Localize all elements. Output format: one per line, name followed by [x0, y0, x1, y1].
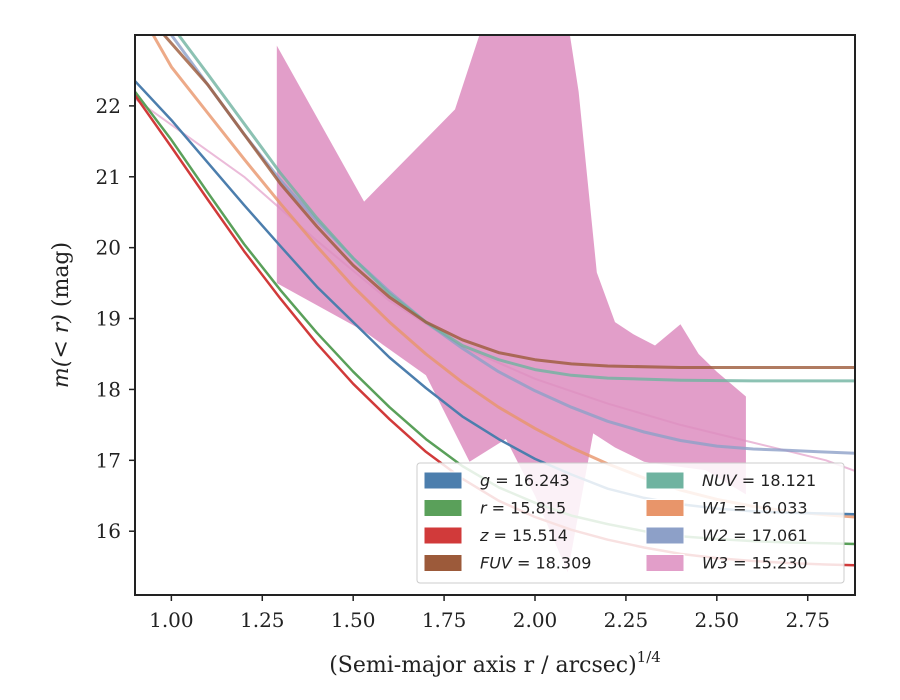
legend-label-w2: W2 = 17.061 [702, 526, 808, 545]
series-nuv-line [177, 35, 855, 383]
series-w2-line [169, 35, 855, 455]
legend-swatch-r [423, 499, 463, 517]
x-tick-label: 2.50 [695, 608, 740, 632]
y-axis-label: m(< r) (mag) [49, 242, 74, 388]
x-axis: 1.00 1.25 1.50 1.75 2.00 2.25 2.50 2.75 [149, 595, 830, 632]
y-tick-label: 17 [96, 448, 121, 472]
y-tick-label: 21 [96, 165, 121, 189]
x-tick-label: 1.75 [422, 608, 467, 632]
legend-swatch-fuv [423, 554, 463, 572]
y-tick-label: 16 [96, 519, 121, 543]
x-tick-label: 1.25 [240, 608, 285, 632]
legend-swatch-w3 [645, 554, 685, 572]
y-tick-label: 20 [96, 236, 121, 260]
legend-swatch-z [423, 526, 463, 545]
x-tick-label: 1.00 [149, 608, 194, 632]
y-tick-label: 19 [96, 307, 121, 331]
legend-label-r: r = 15.815 [480, 499, 566, 518]
legend-label-g: g = 16.243 [480, 471, 570, 490]
series-fuv-line [162, 35, 855, 369]
x-axis-label: (Semi-major axis r / arcsec)1/4 [329, 648, 661, 678]
legend-swatch-w1 [645, 499, 685, 517]
legend-label-fuv: FUV = 18.309 [480, 554, 591, 573]
x-tick-label: 2.25 [604, 608, 649, 632]
series-w3-band [276, 35, 746, 573]
y-axis: 16 17 18 19 20 21 22 [96, 94, 135, 543]
legend-label-z: z = 15.514 [479, 526, 568, 545]
x-tick-label: 2.75 [785, 608, 830, 632]
x-tick-label: 1.50 [331, 608, 376, 632]
plot-frame [134, 34, 856, 596]
y-tick-label: 18 [96, 377, 121, 401]
y-tick-label: 22 [96, 94, 121, 118]
legend-label-w1: W1 = 16.033 [702, 499, 808, 518]
legend-label-nuv: NUV = 18.121 [702, 471, 816, 490]
legend-label-w3: W3 = 15.230 [702, 554, 808, 573]
x-tick-label: 2.00 [513, 608, 558, 632]
legend-box [416, 462, 845, 584]
legend-swatch-nuv [645, 471, 685, 490]
legend: g = 16.243 r = 15.815 z = 15.514 FUV = 18.3… [416, 462, 845, 584]
legend-swatch-g [423, 471, 463, 490]
legend-swatch-w2 [645, 526, 685, 545]
